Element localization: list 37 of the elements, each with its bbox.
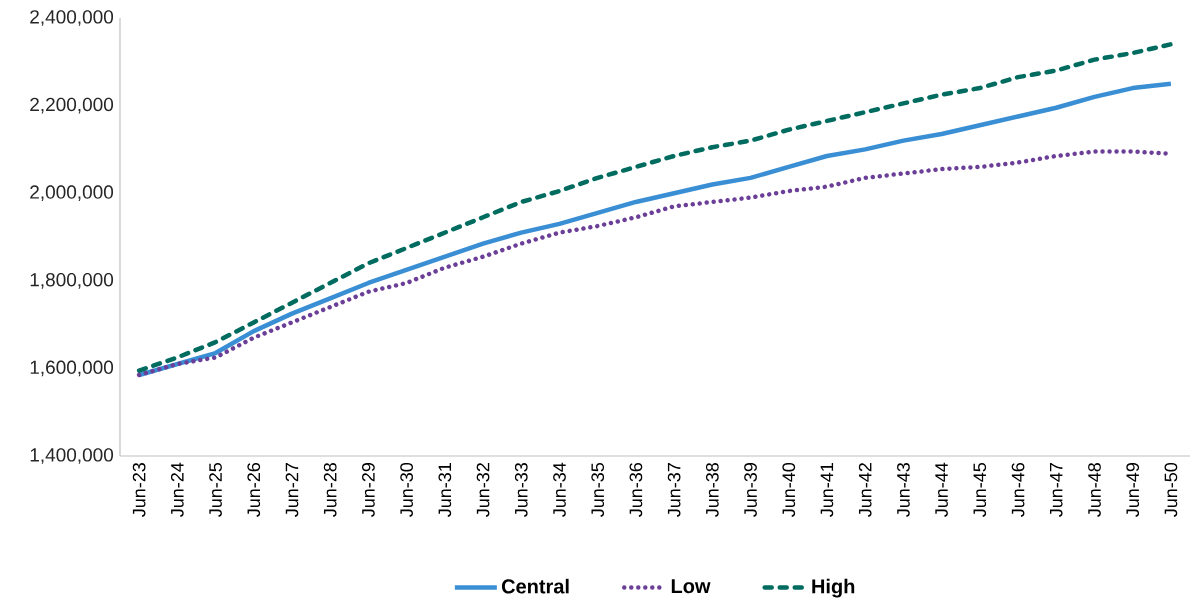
x-tick-label: Jun-42 bbox=[858, 463, 872, 517]
y-tick-label: 2,000,000 bbox=[30, 185, 114, 202]
y-tick-label: 1,600,000 bbox=[30, 360, 114, 377]
x-tick-label: Jun-25 bbox=[209, 462, 222, 517]
x-tick-label: Jun-38 bbox=[705, 462, 719, 517]
x-tick-label: Jun-39 bbox=[744, 463, 757, 517]
x-tick-label: Jun-33 bbox=[514, 463, 528, 517]
x-tick-label: Jun-41 bbox=[820, 463, 834, 517]
x-tick-label: Jun-36 bbox=[629, 463, 643, 517]
y-tick-label: 2,200,000 bbox=[30, 97, 114, 114]
x-tick-label: Jun-44 bbox=[935, 462, 948, 517]
legend-label: Low bbox=[671, 579, 711, 594]
x-tick-label: Jun-27 bbox=[285, 463, 299, 517]
x-tick-label: Jun-45 bbox=[973, 462, 987, 517]
x-tick-label: Jun-24 bbox=[170, 462, 184, 517]
x-tick-label: Jun-47 bbox=[1049, 463, 1063, 517]
x-tick-label: Jun-29 bbox=[362, 463, 375, 517]
x-tick-label: Jun-49 bbox=[1126, 463, 1140, 517]
x-tick-label: Jun-34 bbox=[553, 462, 566, 517]
y-tick-label: 1,400,000 bbox=[30, 448, 114, 464]
x-tick-label: Jun-32 bbox=[476, 463, 490, 517]
y-tick-label: 2,400,000 bbox=[30, 10, 114, 26]
x-tick-label: Jun-30 bbox=[400, 462, 413, 517]
y-tick-label: 1,800,000 bbox=[30, 272, 114, 289]
x-tick-label: Jun-23 bbox=[132, 463, 146, 517]
legend-label: Central bbox=[501, 578, 569, 594]
x-tick-label: Jun-37 bbox=[667, 463, 681, 517]
x-tick-label: Jun-31 bbox=[438, 463, 452, 517]
x-tick-label: Jun-46 bbox=[1011, 463, 1025, 517]
x-tick-label: Jun-50 bbox=[1164, 462, 1178, 517]
x-tick-label: Jun-40 bbox=[782, 462, 796, 517]
x-tick-label: Jun-48 bbox=[1088, 462, 1101, 517]
x-tick-label: Jun-43 bbox=[897, 463, 910, 517]
x-tick-label: Jun-35 bbox=[591, 462, 605, 517]
x-tick-label: Jun-26 bbox=[247, 463, 261, 517]
legend-label: High bbox=[812, 578, 855, 598]
x-tick-label: Jun-28 bbox=[323, 462, 337, 517]
